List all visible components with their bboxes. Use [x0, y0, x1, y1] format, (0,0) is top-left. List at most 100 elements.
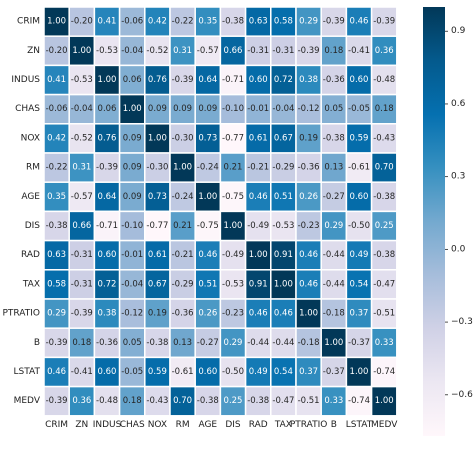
cell-value-label: -0.43	[146, 396, 168, 406]
heatmap-cell-medv-b	[320, 385, 348, 417]
cell-value-label: 0.25	[375, 221, 394, 231]
cell-value-label: 0.33	[375, 338, 394, 348]
cell-value-label: 0.67	[148, 279, 167, 289]
y-tick-labels: CRIM ZN INDUS CHAS NOX RM AGE DIS RAD TAX PTRATIO B…	[2, 17, 40, 407]
heatmap-cell-nox-medv	[370, 123, 398, 154]
cell-value-label: -0.30	[146, 163, 168, 173]
heatmap-cell-age-nox	[144, 181, 171, 213]
heatmap-cell-medv-medv	[370, 385, 398, 417]
cell-value-label: -0.50	[222, 367, 244, 377]
heatmap-cell-rm-b	[320, 152, 348, 183]
cell-value-label: -0.53	[71, 75, 93, 85]
x-tick-label-b: B	[331, 420, 337, 430]
cell-value-label: 1.00	[198, 192, 217, 202]
heatmap-cell-chas-rm	[169, 93, 196, 125]
cell-value-label: -0.49	[247, 221, 269, 231]
heatmap-cell-ptratio-nox	[144, 298, 171, 329]
cell-value-label: 1.00	[47, 17, 66, 27]
cell-value-label: 0.58	[274, 17, 293, 27]
heatmap-cell-ptratio-age	[194, 298, 222, 329]
cell-value-label: 0.09	[123, 133, 142, 143]
cell-value-label: -0.04	[121, 46, 143, 56]
cell-value-label: 0.46	[249, 192, 268, 202]
x-tick-label-indus: INDUS	[93, 420, 122, 430]
cell-value-label: 0.67	[274, 133, 293, 143]
cell-value-label: -0.41	[71, 367, 93, 377]
heatmap-cell-rm-rad	[244, 152, 272, 183]
cell-value-label: -0.04	[71, 104, 93, 114]
heatmap-cell-nox-tax	[270, 123, 297, 154]
colorbar-tick-label: 0.0	[451, 244, 466, 254]
y-tick-label-ptratio: PTRATIO	[2, 309, 40, 319]
heatmap-cell-rm-chas	[118, 152, 146, 183]
cell-value-label: 1.00	[98, 75, 117, 85]
cell-value-label: -0.31	[71, 250, 93, 260]
cell-value-label: 0.19	[148, 309, 167, 319]
cell-value-label: -0.38	[373, 250, 395, 260]
cell-value-label: 0.61	[249, 133, 268, 143]
cell-value-label: 0.29	[47, 309, 66, 319]
cell-value-label: 0.76	[98, 133, 117, 143]
heatmap-cell-ptratio-dis	[219, 298, 247, 329]
cell-value-label: -0.21	[172, 250, 194, 260]
cell-value-label: -0.12	[298, 104, 320, 114]
heatmap-cell-rad-tax	[270, 239, 297, 271]
cell-value-label: -0.38	[146, 338, 168, 348]
heatmap-cell-ptratio-zn	[68, 298, 96, 329]
cell-value-label: -0.10	[222, 104, 244, 114]
heatmap-cell-age-lstat	[345, 181, 373, 213]
heatmap-cell-medv-chas	[118, 385, 146, 417]
cell-value-label: -0.61	[348, 163, 370, 173]
cell-value-label: -0.39	[298, 46, 320, 56]
cell-value-label: -0.36	[172, 309, 194, 319]
cell-value-label: 0.31	[173, 46, 192, 56]
cell-value-label: -0.38	[197, 396, 219, 406]
heatmap-cell-dis-crim	[43, 210, 70, 242]
colorbar-tick-label: 0.3	[451, 172, 465, 182]
heatmap-cell-dis-tax	[270, 210, 297, 242]
cell-value-label: -0.27	[197, 338, 219, 348]
cell-value-label: -0.20	[71, 17, 93, 27]
cell-value-label: -0.77	[146, 221, 168, 231]
y-tick-label-crim: CRIM	[17, 17, 40, 27]
heatmap-cell-nox-indus	[93, 123, 121, 154]
cell-value-label: 0.46	[274, 309, 293, 319]
heatmap-cell-dis-nox	[144, 210, 171, 242]
cell-value-label: -0.22	[172, 17, 194, 27]
y-tick-label-chas: CHAS	[15, 104, 40, 114]
x-tick-label-ptratio: PTRATIO	[290, 420, 328, 430]
heatmap-cell-medv-dis	[219, 385, 247, 417]
cell-value-label: 0.46	[47, 367, 66, 377]
cell-value-label: -0.75	[222, 192, 244, 202]
cell-value-label: -0.01	[121, 250, 143, 260]
cell-value-label: 1.00	[224, 221, 243, 231]
cell-value-label: 0.36	[375, 46, 394, 56]
cell-value-label: -0.61	[172, 367, 194, 377]
cell-value-label: -0.48	[96, 396, 118, 406]
y-tick-label-lstat: LSTAT	[14, 367, 41, 377]
cell-value-label: -0.36	[323, 75, 345, 85]
cell-value-label: 0.29	[299, 17, 318, 27]
heatmap-cell-chas-medv	[370, 93, 398, 125]
cell-value-label: 0.21	[224, 163, 243, 173]
cell-value-label: 0.09	[123, 163, 142, 173]
heatmap-cell-zn-indus	[93, 35, 121, 67]
cell-value-label: -0.44	[323, 279, 345, 289]
cell-value-label: -0.51	[298, 396, 320, 406]
cell-value-label: -0.24	[197, 163, 219, 173]
colorbar-tick-label: −0.3	[451, 317, 473, 327]
y-tick-label-age: AGE	[21, 192, 40, 202]
cell-value-label: 0.38	[299, 75, 318, 85]
cell-value-label: -0.50	[348, 221, 370, 231]
cell-value-label: 0.46	[350, 17, 369, 27]
heatmap-cell-crim-dis	[219, 6, 247, 37]
cell-value-label: -0.39	[71, 309, 93, 319]
heatmap-cell-indus-dis	[219, 64, 247, 96]
cell-value-label: 0.46	[249, 309, 268, 319]
cell-value-label: -0.41	[348, 46, 370, 56]
cell-value-label: -0.31	[247, 46, 269, 56]
y-tick-label-b: B	[34, 338, 40, 348]
heatmap-cell-medv-rad	[244, 385, 272, 417]
heatmap-cell-indus-indus	[93, 64, 121, 96]
heatmap-cell-crim-tax	[270, 6, 297, 37]
